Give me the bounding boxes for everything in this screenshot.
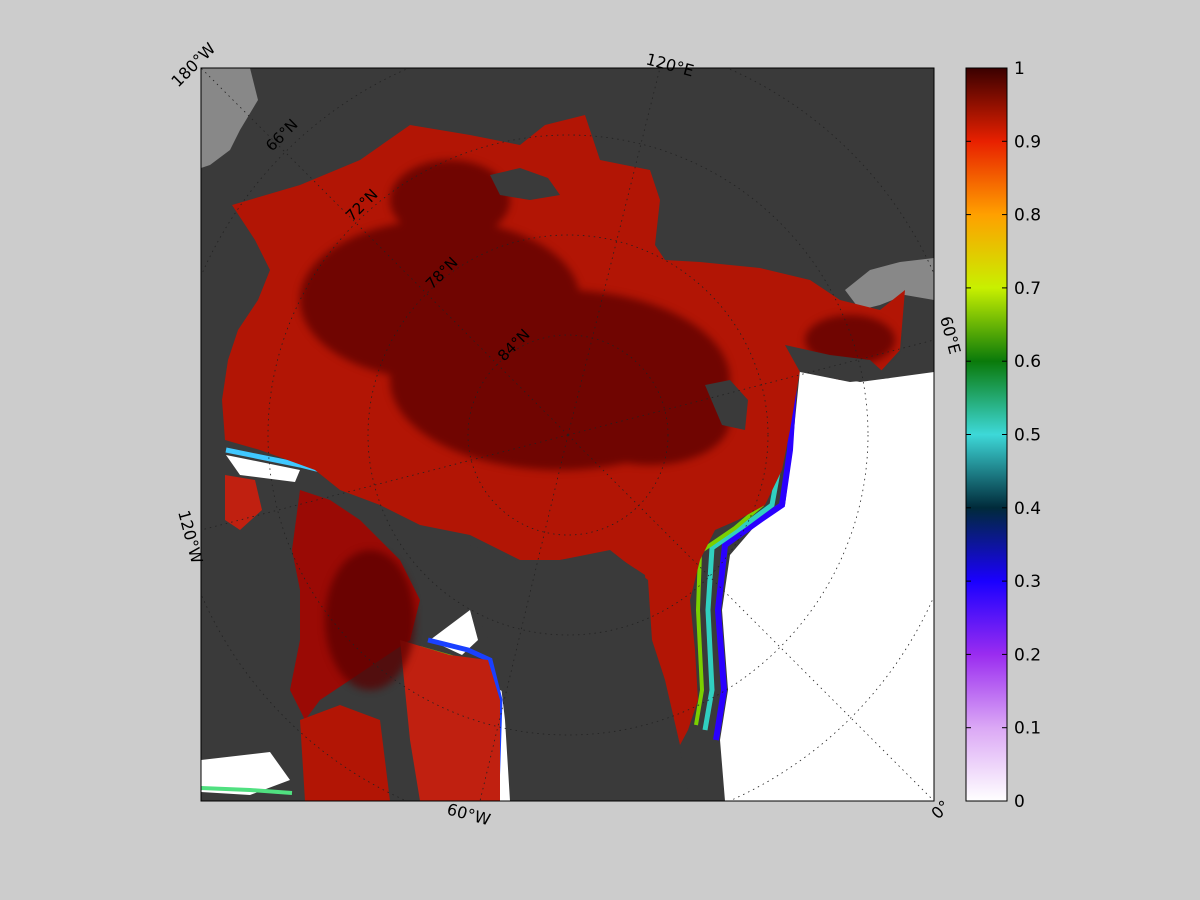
baffin-bay-ice <box>400 640 500 801</box>
colorbar-fill <box>966 68 1007 801</box>
colorbar-tick-label: 0.3 <box>1014 572 1041 592</box>
colorbar-tick-label: 0 <box>1014 792 1025 812</box>
novaya-zemlya-land <box>785 345 890 382</box>
colorbar-tick-label: 1 <box>1014 59 1025 79</box>
hudson-bay-ice <box>300 705 390 801</box>
map-panel <box>201 68 934 801</box>
colorbar-tick-label: 0.4 <box>1014 499 1041 519</box>
map-frame <box>200 67 935 802</box>
open-water-hudson-strait <box>226 455 300 482</box>
lon-label-60e: 60°E <box>936 314 964 356</box>
colorbar-tick-label: 0.8 <box>1014 206 1041 226</box>
graticule <box>201 68 934 801</box>
ice-edge-bering <box>201 786 293 795</box>
open-water-atlantic <box>720 370 934 801</box>
colorbar-tick-label: 0.5 <box>1014 426 1041 446</box>
open-water-bering <box>201 752 290 795</box>
ice-edge-greenland-sea <box>713 369 798 741</box>
colorbar-tick-label: 0.2 <box>1014 645 1041 665</box>
siberia-grey-land <box>845 258 934 310</box>
colorbar-tick-label: 0.9 <box>1014 132 1041 152</box>
svalbard-land <box>705 380 748 430</box>
colorbar-tick-label: 0.1 <box>1014 719 1041 739</box>
dark-ice-core <box>300 160 895 690</box>
colorbar-ticks: 0 0.1 0.2 0.3 0.4 0.5 0.6 0.7 0.8 0.9 1 <box>966 59 1041 812</box>
colorbar: 0 0.1 0.2 0.3 0.4 0.5 0.6 0.7 0.8 0.9 1 <box>965 59 1041 812</box>
severnaya-land <box>490 168 560 200</box>
alaska-grey-land <box>201 68 258 168</box>
colorbar-tick-label: 0.6 <box>1014 352 1041 372</box>
colorbar-tick-label: 0.7 <box>1014 279 1041 299</box>
lon-label-60w: 60°W <box>445 800 493 830</box>
greenland-land <box>470 545 690 801</box>
